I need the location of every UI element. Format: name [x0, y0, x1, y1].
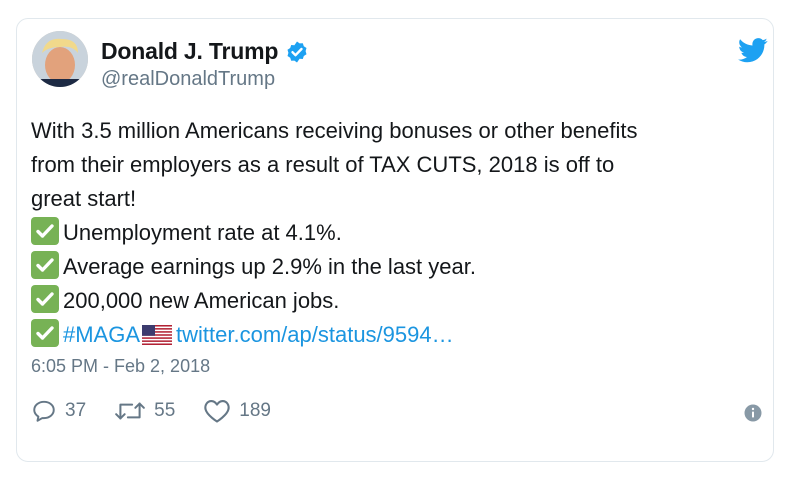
check-mark-emoji-icon — [31, 285, 59, 313]
retweet-count: 55 — [154, 400, 176, 421]
info-icon[interactable] — [744, 404, 762, 422]
earnings-text: Average earnings up 2.9% in the last yea… — [63, 254, 476, 279]
action-bar: 37 55 189 — [31, 398, 299, 424]
author-name[interactable]: Donald J. Trump — [101, 38, 279, 64]
status-link[interactable]: twitter.com/ap/status/9594… — [176, 322, 454, 347]
verified-badge-icon — [285, 40, 309, 64]
retweet-button[interactable]: 55 — [114, 398, 175, 424]
tweet-line-3: great start! — [31, 186, 137, 211]
tweet-timestamp[interactable]: 6:05 PM - Feb 2, 2018 — [31, 356, 211, 376]
unemployment-text: Unemployment rate at 4.1%. — [63, 220, 342, 245]
tweet-line-5: Average earnings up 2.9% in the last yea… — [31, 250, 731, 284]
tweet-line-7: #MAGA twitter.com/ap/status/9594… — [31, 318, 731, 352]
author-handle[interactable]: @realDonaldTrump — [101, 68, 276, 90]
tweet-line-1: With 3.5 million Americans receiving bon… — [31, 118, 638, 143]
tweet-card — [16, 18, 774, 462]
tweet-line-4: Unemployment rate at 4.1%. — [31, 216, 731, 250]
reply-button[interactable]: 37 — [31, 398, 86, 424]
author-row: Donald J. Trump — [101, 38, 309, 65]
tweet-text: With 3.5 million Americans receiving bon… — [31, 114, 731, 352]
reply-icon — [33, 400, 55, 422]
retweet-icon — [115, 402, 146, 420]
like-count: 189 — [239, 400, 271, 421]
check-mark-emoji-icon — [31, 319, 59, 347]
reply-count: 37 — [65, 400, 87, 421]
twitter-bird-icon[interactable] — [738, 38, 768, 63]
us-flag-emoji-icon — [142, 321, 173, 345]
check-mark-emoji-icon — [31, 217, 59, 245]
avatar[interactable] — [32, 31, 88, 87]
heart-icon — [204, 400, 230, 423]
jobs-text: 200,000 new American jobs. — [63, 288, 340, 313]
tweet-line-2: from their employers as a result of TAX … — [31, 152, 615, 177]
like-button[interactable]: 189 — [203, 398, 271, 424]
check-mark-emoji-icon — [31, 251, 59, 279]
hashtag-link[interactable]: #MAGA — [63, 322, 141, 347]
tweet-line-6: 200,000 new American jobs. — [31, 284, 731, 318]
